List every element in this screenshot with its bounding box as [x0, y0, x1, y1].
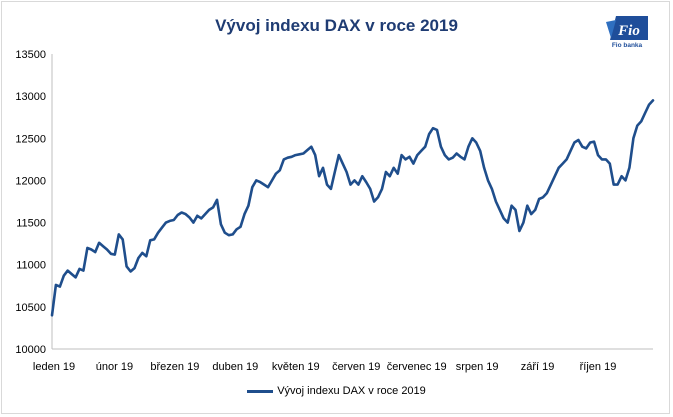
y-tick-label: 11500	[16, 218, 46, 230]
fio-banka-logo: Fio	[605, 14, 649, 42]
y-tick-label: 10000	[15, 344, 46, 356]
dax-series-line	[50, 99, 655, 317]
x-tick-label: únor 19	[96, 361, 133, 373]
y-tick-label: 10500	[15, 302, 46, 314]
y-tick-label: 11000	[16, 260, 46, 272]
y-tick-label: 13500	[15, 49, 46, 61]
x-tick-label: září 19	[521, 361, 555, 373]
x-tick-label: duben 19	[212, 361, 258, 373]
x-tick-label: srpen 19	[456, 361, 499, 373]
fio-banka-logo-text: Fio banka	[611, 42, 643, 49]
x-tick-label: červen 19	[332, 361, 380, 373]
x-tick-label: leden 19	[33, 361, 75, 373]
y-tick-label: 13000	[15, 91, 46, 103]
legend-line-swatch	[247, 389, 274, 393]
x-tick-label: červenec 19	[387, 361, 447, 373]
x-tick-labels: leden 19 únor 19 březen 19 duben 19 květen 1…	[33, 361, 616, 373]
x-tick-label: říjen 19	[580, 361, 617, 373]
chart-legend: Vývoj indexu DAX v roce 2019	[0, 385, 673, 397]
y-tick-labels: 10000 10500 11000 11500 12000 12500 13000 13500	[15, 49, 46, 356]
x-tick-label: květen 19	[272, 361, 320, 373]
svg-text:Fio: Fio	[617, 23, 640, 39]
chart-title: Vývoj indexu DAX v roce 2019	[215, 16, 458, 35]
legend-label: Vývoj indexu DAX v roce 2019	[277, 385, 426, 397]
x-tick-label: březen 19	[150, 361, 199, 373]
y-tick-label: 12500	[15, 133, 46, 145]
y-tick-label: 12000	[15, 175, 46, 187]
